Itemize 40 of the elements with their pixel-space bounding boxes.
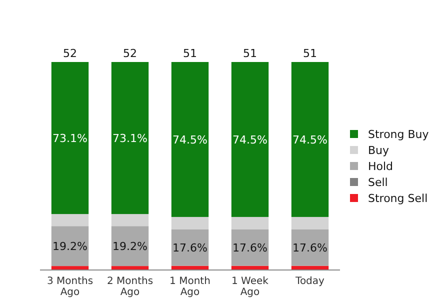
legend-label: Hold (368, 160, 394, 173)
bar (111, 226, 149, 266)
annotation: 52 (123, 47, 137, 60)
x-tick-label: 1 Week Ago (232, 276, 269, 298)
bar (51, 226, 89, 266)
data-label: 73.1% (112, 132, 148, 145)
data-label: 17.6% (292, 241, 328, 254)
legend-label: Buy (368, 144, 390, 157)
legend-label: Sell (368, 176, 388, 189)
x-tick-label: 2 Months Ago (106, 276, 154, 298)
data-label: 74.5% (292, 133, 328, 146)
legend-label: Strong Sell (368, 192, 428, 205)
data-label: 73.1% (52, 132, 88, 145)
data-label: 74.5% (172, 133, 208, 146)
bar (111, 214, 149, 226)
data-label: 19.2% (112, 240, 148, 253)
x-tick-label: 3 Months Ago (46, 276, 94, 298)
bar (171, 229, 209, 266)
bar (231, 229, 269, 266)
legend-label: Strong Buy (368, 128, 430, 141)
annotation: 51 (183, 47, 197, 60)
bar (111, 62, 149, 214)
annotation: 52 (63, 47, 77, 60)
data-label: 74.5% (232, 133, 268, 146)
annotation: 51 (303, 47, 317, 60)
bar (291, 216, 329, 230)
bar (231, 62, 269, 217)
bar (171, 62, 209, 217)
bar (291, 62, 329, 217)
bar (231, 216, 269, 230)
x-tick-label: 1 Month Ago (170, 276, 210, 298)
bar (291, 229, 329, 266)
bar (51, 62, 89, 214)
x-tick-label: Today (294, 276, 325, 287)
bar (171, 216, 209, 230)
annotation: 51 (243, 47, 257, 60)
data-label: 17.6% (172, 241, 208, 254)
bar (51, 214, 89, 226)
data-label: 17.6% (232, 241, 268, 254)
data-label: 19.2% (52, 240, 88, 253)
